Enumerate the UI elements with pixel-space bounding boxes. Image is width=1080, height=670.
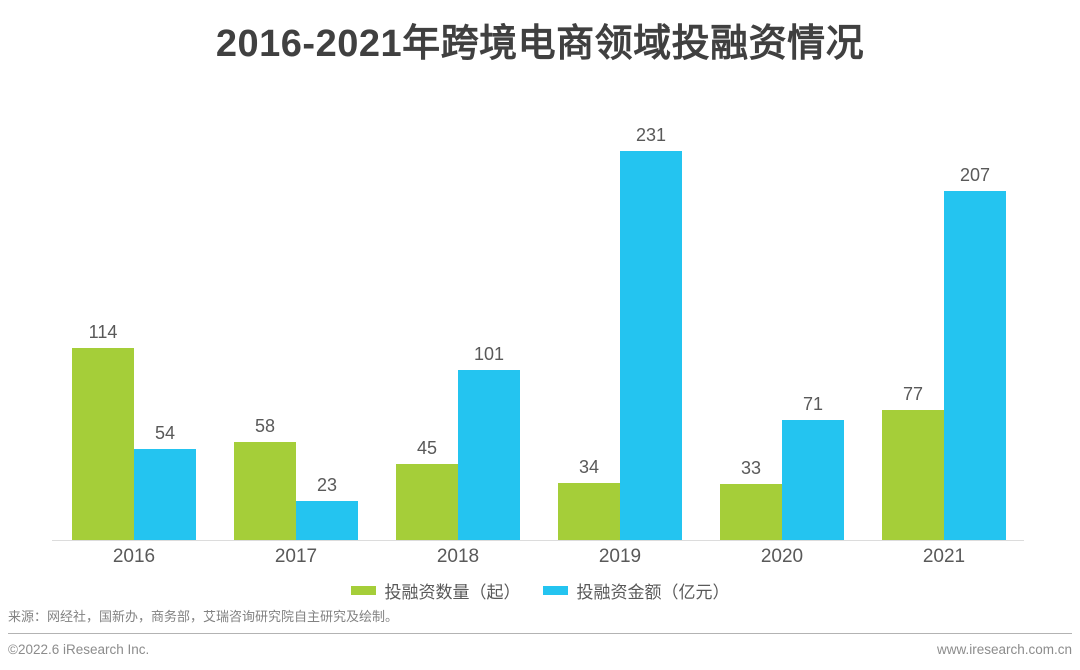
bar-2016-amount <box>134 449 196 540</box>
legend-swatch-count <box>350 586 376 595</box>
bar-value-label: 54 <box>154 423 176 443</box>
footer-divider <box>8 633 1072 634</box>
bar-value-label: 231 <box>635 125 667 145</box>
x-axis-label-2021: 2021 <box>922 546 966 567</box>
legend-item-count: 投融资数量（起） <box>350 578 521 603</box>
bar-2018-amount <box>458 370 520 540</box>
chart-title: 2016-2021年跨境电商领域投融资情况 <box>215 23 865 65</box>
bar-value-label: 45 <box>416 438 438 458</box>
x-axis-label-2018: 2018 <box>436 546 480 567</box>
bar-value-label: 114 <box>88 322 118 342</box>
bar-value-label: 58 <box>254 416 276 436</box>
bar-2016-count <box>72 348 134 540</box>
bar-value-label: 77 <box>902 384 924 404</box>
bar-value-label: 34 <box>578 457 600 477</box>
bar-2021-amount <box>944 191 1006 540</box>
bar-value-label: 101 <box>473 344 505 364</box>
bar-2017-amount <box>296 501 358 540</box>
footer-copyright: ©2022.6 iResearch Inc. <box>8 642 150 657</box>
bar-value-label: 207 <box>959 165 991 185</box>
legend-label-count: 投融资数量（起） <box>384 583 521 602</box>
plot-area: 114 54 58 23 45 101 34 231 33 71 77 207 <box>52 79 1024 541</box>
x-axis-label-2016: 2016 <box>112 546 156 567</box>
legend: 投融资数量（起） 投融资金额（亿元） <box>0 578 1080 603</box>
x-axis-labels: 2016 2017 2018 2019 2020 2021 <box>52 546 1024 570</box>
x-axis-label-2019: 2019 <box>598 546 642 567</box>
bar-2021-count <box>882 410 944 540</box>
x-axis-label-2017: 2017 <box>274 546 318 567</box>
source-note: 来源：网经社，国新办，商务部，艾瑞咨询研究院自主研究及绘制。 <box>8 609 399 624</box>
bar-2018-count <box>396 464 458 540</box>
x-axis-label-2020: 2020 <box>760 546 804 567</box>
bar-value-label: 71 <box>802 394 824 414</box>
bar-2020-amount <box>782 420 844 540</box>
legend-label-amount: 投融资金额（亿元） <box>576 583 730 602</box>
footer-website: www.iresearch.com.cn <box>936 642 1072 657</box>
bar-2019-amount <box>620 151 682 540</box>
bar-2020-count <box>720 484 782 540</box>
legend-swatch-amount <box>542 586 568 595</box>
bar-value-label: 23 <box>316 475 338 495</box>
bar-value-label: 33 <box>740 458 762 478</box>
bar-2017-count <box>234 442 296 540</box>
legend-item-amount: 投融资金额（亿元） <box>542 578 730 603</box>
bar-2019-count <box>558 483 620 540</box>
